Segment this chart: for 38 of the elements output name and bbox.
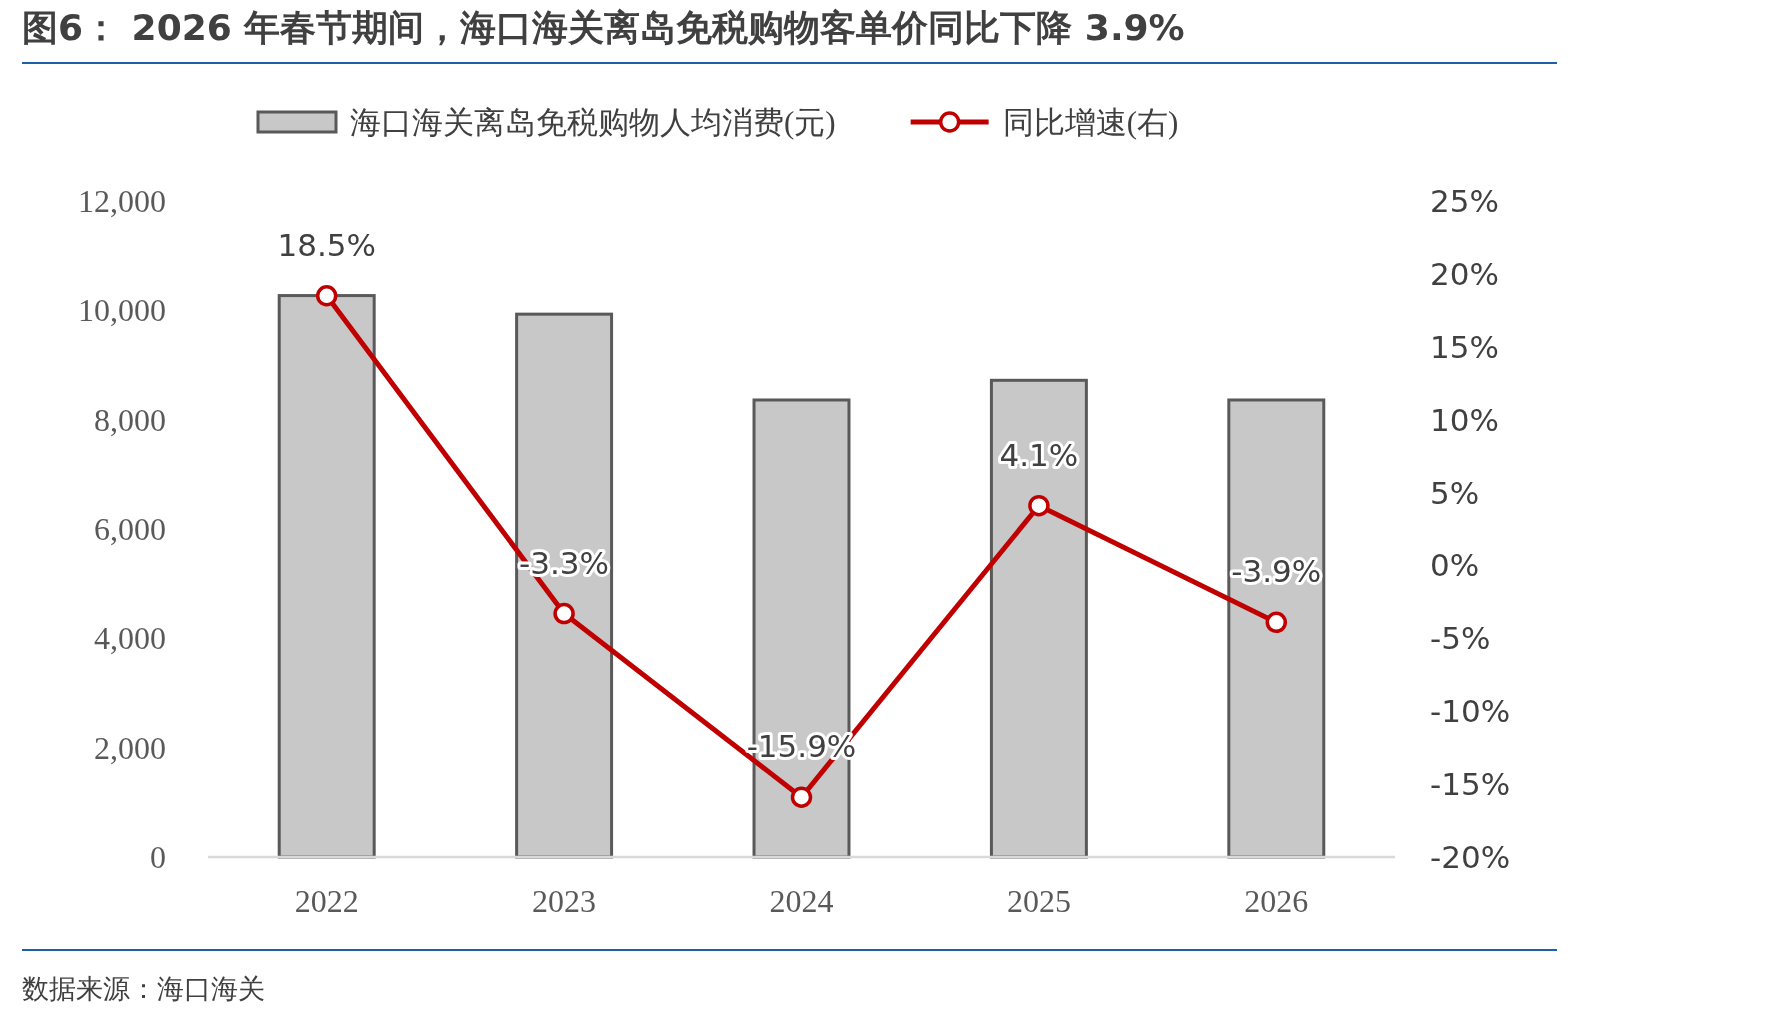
data-label: -3.9% [1231, 553, 1322, 590]
legend-label: 同比增速(右) [1002, 105, 1179, 140]
data-label: 18.5% [277, 226, 376, 263]
bar [515, 312, 614, 859]
y2-tick-label: 15% [1430, 328, 1499, 365]
x-tick-label: 2026 [1244, 883, 1309, 919]
point [553, 602, 575, 625]
y2-tick-label: 10% [1430, 401, 1499, 438]
y2-tick-label: -5% [1430, 620, 1491, 657]
bar [989, 378, 1088, 859]
point [1265, 611, 1288, 634]
y-tick-label: 6,000 [94, 511, 166, 547]
x-tick-label: 2022 [294, 883, 359, 919]
chart-title: 图6： 2026 年春节期间，海口海关离岛免税购物客单价同比下降 3.9% [22, 7, 1185, 48]
y2-tick-label: 25% [1430, 183, 1499, 219]
x-tick-label: 2025 [1006, 883, 1071, 919]
data-label: 4.1% [999, 436, 1079, 473]
bar [277, 294, 376, 859]
source-note: 数据来源：海口海关 [22, 973, 265, 1004]
y2-tick-label: 0% [1430, 547, 1480, 584]
point [790, 786, 813, 808]
bar [1227, 398, 1326, 859]
y2-tick-label: -10% [1430, 693, 1511, 730]
point [1028, 494, 1050, 517]
y2-tick-label: -15% [1430, 766, 1511, 803]
y2-tick-label: 20% [1430, 255, 1499, 292]
x-tick-label: 2023 [532, 883, 597, 919]
y-tick-label: 2,000 [94, 729, 166, 766]
x-tick-label: 2024 [769, 883, 834, 919]
y-tick-label: 0 [150, 839, 166, 875]
y-tick-label: 4,000 [94, 620, 166, 657]
y2-tick-label: 5% [1430, 474, 1480, 511]
y-tick-label: 8,000 [94, 401, 166, 438]
y-tick-label: 12,000 [78, 183, 166, 219]
legend-label: 海口海关离岛免税购物人均消费(元) [350, 105, 836, 140]
y-tick-label: 10,000 [78, 292, 166, 329]
y2-tick-label: -20% [1430, 839, 1511, 875]
point [315, 285, 338, 307]
